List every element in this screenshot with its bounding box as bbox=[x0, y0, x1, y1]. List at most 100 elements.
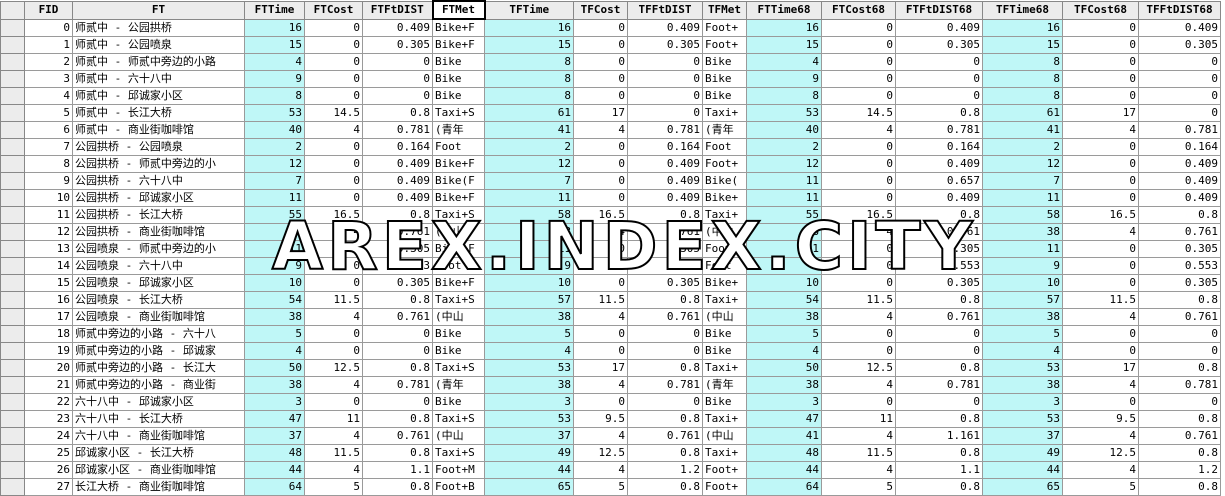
cell-ft[interactable]: 师贰中旁边的小路 - 商业街 bbox=[72, 376, 245, 394]
cell-tfftdist68[interactable]: 0 bbox=[1138, 70, 1221, 88]
cell-tfftdist[interactable]: 0.553 bbox=[627, 257, 703, 275]
cell-ftcost68[interactable]: 0 bbox=[821, 87, 896, 105]
cell-tfftdist68[interactable]: 0.305 bbox=[1138, 36, 1221, 54]
column-header-ftmet[interactable]: FTMet bbox=[431, 0, 486, 20]
row-selector[interactable] bbox=[0, 36, 25, 54]
cell-fid[interactable]: 11 bbox=[24, 206, 73, 224]
cell-ft[interactable]: 师贰中 - 商业街咖啡馆 bbox=[72, 121, 245, 139]
cell-fttime68[interactable]: 41 bbox=[746, 427, 822, 445]
cell-tfcost[interactable]: 0 bbox=[573, 172, 628, 190]
cell-tfcost[interactable]: 0 bbox=[573, 36, 628, 54]
cell-tfcost68[interactable]: 0 bbox=[1062, 172, 1139, 190]
cell-fid[interactable]: 1 bbox=[24, 36, 73, 54]
cell-tfcost68[interactable]: 4 bbox=[1062, 461, 1139, 479]
row-selector[interactable] bbox=[0, 308, 25, 326]
cell-ftcost68[interactable]: 14.5 bbox=[821, 104, 896, 122]
row-selector[interactable] bbox=[0, 291, 25, 309]
cell-ftftdist[interactable]: 0.164 bbox=[362, 138, 433, 156]
cell-ft[interactable]: 公园拱桥 - 邱诚家小区 bbox=[72, 189, 245, 207]
cell-tfftdist[interactable]: 0.409 bbox=[627, 189, 703, 207]
cell-ftftdist[interactable]: 0.8 bbox=[362, 359, 433, 377]
table-row[interactable]: 16 公园喷泉 - 长江大桥 54 11.5 0.8 Taxi+S 57 11.5 0.8 Tax… bbox=[0, 291, 1221, 309]
cell-tfftdist[interactable]: 0.305 bbox=[627, 240, 703, 258]
cell-tftime68[interactable]: 44 bbox=[982, 461, 1063, 479]
cell-ftftdist68[interactable]: 0 bbox=[895, 325, 983, 343]
cell-ftftdist[interactable]: 0.409 bbox=[362, 189, 433, 207]
row-selector[interactable] bbox=[0, 240, 25, 258]
table-row[interactable]: 17 公园喷泉 - 商业街咖啡馆 38 4 0.761 (中山 38 4 0.761 (中山 38 4… bbox=[0, 308, 1221, 326]
cell-ftftdist[interactable]: 0.409 bbox=[362, 172, 433, 190]
row-selector[interactable] bbox=[0, 138, 25, 156]
row-selector[interactable] bbox=[0, 87, 25, 105]
cell-ftcost[interactable]: 12.5 bbox=[304, 359, 363, 377]
cell-tfftdist68[interactable]: 0.8 bbox=[1138, 410, 1221, 428]
cell-tfcost68[interactable]: 0 bbox=[1062, 257, 1139, 275]
cell-tfmet[interactable]: Foot+ bbox=[702, 18, 747, 37]
cell-ftftdist[interactable]: 0.8 bbox=[362, 291, 433, 309]
cell-tfmet[interactable]: Foot+ bbox=[702, 36, 747, 54]
cell-ft[interactable]: 师贰中 - 长江大桥 bbox=[72, 104, 245, 122]
cell-ft[interactable]: 公园喷泉 - 六十八中 bbox=[72, 257, 245, 275]
cell-ftmet[interactable]: Bike+F bbox=[432, 36, 485, 54]
cell-fttime[interactable]: 64 bbox=[244, 478, 305, 496]
cell-fttime[interactable]: 16 bbox=[244, 18, 305, 37]
cell-fttime[interactable]: 7 bbox=[244, 172, 305, 190]
column-header-fttime68[interactable]: FTTime68 bbox=[746, 0, 822, 20]
cell-tfftdist[interactable]: 0.409 bbox=[627, 155, 703, 173]
row-selector[interactable] bbox=[0, 18, 25, 37]
cell-tftime[interactable]: 38 bbox=[484, 376, 574, 394]
cell-tfftdist[interactable]: 0.409 bbox=[627, 18, 703, 37]
cell-tfmet[interactable]: (中山 bbox=[702, 223, 747, 241]
row-selector[interactable] bbox=[0, 206, 25, 224]
cell-tfcost[interactable]: 0 bbox=[573, 18, 628, 37]
row-selector[interactable] bbox=[0, 257, 25, 275]
cell-tfcost68[interactable]: 0 bbox=[1062, 342, 1139, 360]
cell-ftmet[interactable]: (青年 bbox=[432, 376, 485, 394]
cell-tfcost[interactable]: 17 bbox=[573, 359, 628, 377]
column-header-ftftdist68[interactable]: FTFtDIST68 bbox=[895, 0, 983, 20]
cell-ft[interactable]: 公园拱桥 - 长江大桥 bbox=[72, 206, 245, 224]
cell-tfftdist68[interactable]: 0 bbox=[1138, 53, 1221, 71]
cell-tftime[interactable]: 8 bbox=[484, 53, 574, 71]
cell-tfftdist68[interactable]: 0.553 bbox=[1138, 257, 1221, 275]
cell-ftftdist68[interactable]: 0 bbox=[895, 393, 983, 411]
cell-tftime[interactable]: 11 bbox=[484, 240, 574, 258]
table-row[interactable]: 4 师贰中 - 邱诚家小区 8 0 0 Bike 8 0 0 Bike 8 0 0 8 0 0 bbox=[0, 87, 1221, 105]
table-row[interactable]: 15 公园喷泉 - 邱诚家小区 10 0 0.305 Bike+F 10 0 0.305 Bike… bbox=[0, 274, 1221, 292]
cell-fid[interactable]: 4 bbox=[24, 87, 73, 105]
cell-ftftdist[interactable]: 0.409 bbox=[362, 18, 433, 37]
column-header-ftcost[interactable]: FTCost bbox=[304, 0, 363, 20]
cell-ft[interactable]: 六十八中 - 邱诚家小区 bbox=[72, 393, 245, 411]
cell-ftcost[interactable]: 0 bbox=[304, 36, 363, 54]
cell-tfcost[interactable]: 0 bbox=[573, 70, 628, 88]
cell-tfcost68[interactable]: 17 bbox=[1062, 104, 1139, 122]
table-row[interactable]: 25 邱诚家小区 - 长江大桥 48 11.5 0.8 Taxi+S 49 12.5 0.8 Ta… bbox=[0, 444, 1221, 462]
cell-tfftdist68[interactable]: 0.781 bbox=[1138, 121, 1221, 139]
cell-ftcost68[interactable]: 0 bbox=[821, 257, 896, 275]
cell-tfftdist[interactable]: 0.409 bbox=[627, 172, 703, 190]
cell-tftime[interactable]: 2 bbox=[484, 138, 574, 156]
row-selector[interactable] bbox=[0, 359, 25, 377]
cell-ftcost68[interactable]: 0 bbox=[821, 172, 896, 190]
cell-ftftdist[interactable]: 0.8 bbox=[362, 444, 433, 462]
row-selector[interactable] bbox=[0, 189, 25, 207]
cell-ftcost[interactable]: 0 bbox=[304, 87, 363, 105]
cell-ftcost68[interactable]: 5 bbox=[821, 478, 896, 496]
cell-fid[interactable]: 7 bbox=[24, 138, 73, 156]
cell-ftcost68[interactable]: 0 bbox=[821, 70, 896, 88]
cell-fttime68[interactable]: 38 bbox=[746, 223, 822, 241]
cell-tfcost68[interactable]: 12.5 bbox=[1062, 444, 1139, 462]
cell-fttime68[interactable]: 5 bbox=[746, 325, 822, 343]
cell-ftcost[interactable]: 0 bbox=[304, 53, 363, 71]
column-header-ftftdist[interactable]: FTFtDIST bbox=[362, 0, 433, 20]
cell-tfmet[interactable]: Foot bbox=[702, 257, 747, 275]
cell-fttime[interactable]: 11 bbox=[244, 240, 305, 258]
cell-fttime[interactable]: 2 bbox=[244, 138, 305, 156]
cell-tfftdist68[interactable]: 0.409 bbox=[1138, 172, 1221, 190]
cell-ft[interactable]: 六十八中 - 商业街咖啡馆 bbox=[72, 427, 245, 445]
cell-ftftdist68[interactable]: 0.305 bbox=[895, 274, 983, 292]
cell-ftmet[interactable]: Foot+B bbox=[432, 478, 485, 496]
cell-ftftdist68[interactable]: 0.8 bbox=[895, 478, 983, 496]
cell-ft[interactable]: 公园拱桥 - 六十八中 bbox=[72, 172, 245, 190]
cell-ftftdist[interactable]: 0 bbox=[362, 393, 433, 411]
